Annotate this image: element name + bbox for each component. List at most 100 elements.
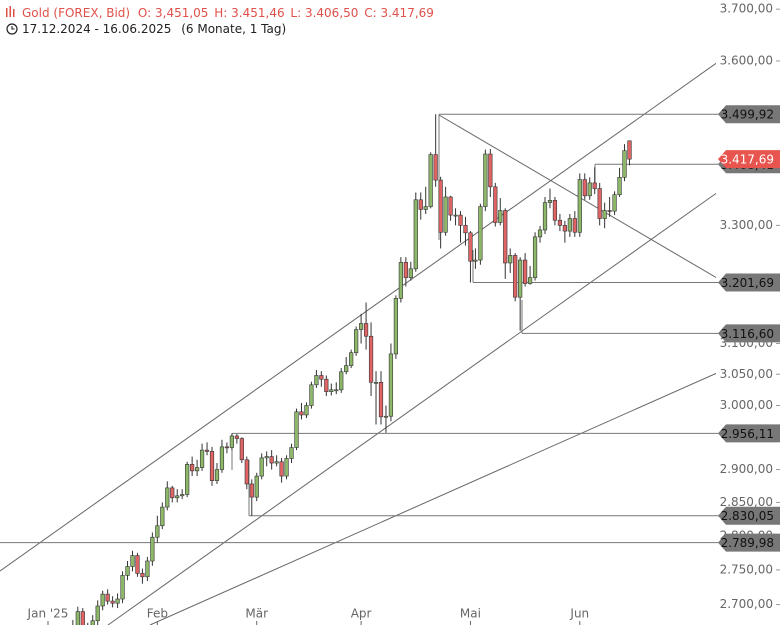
candle-body xyxy=(523,259,528,284)
candle-body xyxy=(403,262,408,278)
candle-body xyxy=(557,219,563,226)
candle-body xyxy=(418,199,423,210)
candle-body xyxy=(190,464,195,472)
candle-body xyxy=(214,469,220,481)
candle-body xyxy=(219,446,225,470)
candle-body xyxy=(279,461,284,477)
candle-body xyxy=(508,255,513,264)
x-tick-label: Mär xyxy=(245,607,268,621)
quote-close: C: 3.417,69 xyxy=(364,6,434,20)
header-period: 17.12.2024 - 16.06.2025 (6 Monate, 1 Tag… xyxy=(22,22,286,36)
candle-body xyxy=(304,405,309,416)
candle-body xyxy=(339,371,344,391)
candle-body xyxy=(135,555,140,574)
candle-body xyxy=(518,259,523,298)
candle-body xyxy=(95,605,100,622)
y-tick-label: 2.900,00 xyxy=(720,462,773,476)
trend-lines xyxy=(0,62,716,625)
candle-body xyxy=(542,202,548,231)
candle-body xyxy=(597,188,602,219)
candle-body xyxy=(503,210,508,264)
candle-body xyxy=(393,298,399,355)
candle-body xyxy=(204,449,210,452)
candle-body xyxy=(334,389,339,392)
header-quote: Gold (FOREX, Bid) O: 3,451,05 H: 3.451,4… xyxy=(22,6,434,20)
candle-body xyxy=(349,352,354,366)
candle-body xyxy=(577,179,582,233)
candle-body xyxy=(622,150,627,178)
clock-hand xyxy=(11,26,15,30)
level-label: 2.830,05 xyxy=(721,509,774,523)
level-tag xyxy=(718,105,780,124)
candle-body xyxy=(155,525,160,538)
candle-body xyxy=(259,457,264,477)
candle-body xyxy=(140,573,145,578)
candle-body xyxy=(90,620,95,625)
candle-body xyxy=(378,382,384,418)
candle-body xyxy=(195,467,200,472)
candle-body xyxy=(329,389,334,392)
candle-body xyxy=(175,495,180,499)
candle-body xyxy=(582,179,587,197)
x-tick-label: Apr xyxy=(351,607,372,621)
candle-body xyxy=(224,446,230,449)
candle-body xyxy=(294,411,299,448)
candle-body xyxy=(478,206,483,261)
candle-body xyxy=(368,335,374,383)
y-tick-label: 3.050,00 xyxy=(720,367,773,381)
candle-body xyxy=(488,153,493,188)
candle-body xyxy=(130,555,135,567)
candle-body xyxy=(612,194,617,212)
bars-icon xyxy=(6,6,15,17)
y-tick-label: 3.600,00 xyxy=(720,53,773,67)
candle-body xyxy=(532,236,538,278)
period: 17.12.2024 - 16.06.2025 xyxy=(22,22,171,36)
level-label: 3.201,69 xyxy=(721,276,774,290)
candle-body xyxy=(398,262,403,299)
candle-body xyxy=(453,214,458,217)
candle-body xyxy=(105,593,110,602)
candle-body xyxy=(423,206,428,210)
candle-body xyxy=(299,411,304,416)
candle-body xyxy=(234,435,239,439)
quote-low: L: 3.406,50 xyxy=(290,6,358,20)
candle-body xyxy=(239,438,244,461)
x-tick-label: Jan '25 xyxy=(27,607,69,621)
candle-body xyxy=(562,225,567,232)
last-price-tag xyxy=(718,150,780,169)
candle-body xyxy=(433,154,438,181)
candle-body xyxy=(388,353,394,417)
candle-body xyxy=(309,384,314,406)
quote-open: O: 3,451,05 xyxy=(138,6,209,20)
candle-body xyxy=(150,536,155,562)
quote-high: H: 3.451,46 xyxy=(214,6,284,20)
x-tick-label: Feb xyxy=(147,607,168,621)
candle-body xyxy=(324,378,329,392)
candle-body xyxy=(493,186,498,223)
x-tick-label: Mai xyxy=(460,607,481,621)
candle-body xyxy=(125,566,130,576)
candle-body xyxy=(165,487,170,508)
header-title: Gold (FOREX, Bid) xyxy=(22,6,130,20)
candle-body xyxy=(199,449,205,468)
candle-body xyxy=(80,611,85,625)
candle-body xyxy=(408,268,413,278)
candle-body xyxy=(602,210,607,219)
candle-body xyxy=(552,200,558,221)
last-price-label: 3.417,69 xyxy=(721,153,774,167)
candle-body xyxy=(75,611,80,625)
candle-body xyxy=(438,179,443,233)
candle-body xyxy=(448,196,453,216)
candle-body xyxy=(527,277,533,284)
candle-body xyxy=(344,365,349,373)
candle-body xyxy=(289,447,294,459)
candle-body xyxy=(443,196,448,233)
candle-body xyxy=(284,458,289,477)
y-tick-label: 2.850,00 xyxy=(720,495,773,509)
candle-body xyxy=(363,323,369,337)
level-tag xyxy=(718,506,780,525)
candle-body xyxy=(617,177,622,196)
level-tag xyxy=(718,324,780,343)
